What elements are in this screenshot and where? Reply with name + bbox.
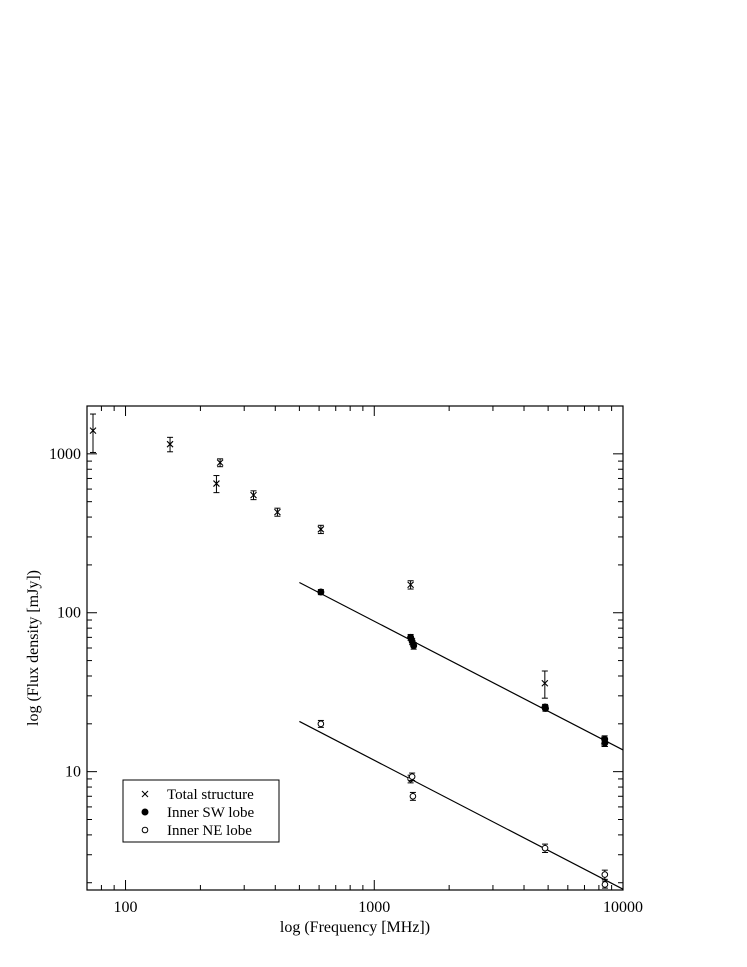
legend-marker-total-structure xyxy=(141,790,149,798)
total-structure-point xyxy=(89,427,97,435)
inner-sw-lobe-point xyxy=(410,642,418,650)
x-axis-label: log (Frequency [MHz]) xyxy=(280,919,430,936)
inner-ne-lobe-series xyxy=(317,719,609,889)
x-tick-label: 1000 xyxy=(358,899,390,916)
total-structure-point xyxy=(213,480,220,487)
y-tick-label: 1000 xyxy=(49,446,81,463)
inner-sw-lobe-point xyxy=(601,739,609,747)
x-tick-label: 100 xyxy=(114,899,138,916)
total-structure-point xyxy=(216,459,224,467)
inner-ne-lobe-point xyxy=(317,720,325,728)
y-tick-label: 100 xyxy=(57,605,81,622)
total-structure-point xyxy=(274,508,281,516)
legend-marker-inner-sw-lobe xyxy=(141,808,149,816)
fit-lines xyxy=(299,581,623,890)
legend-label-total-structure: Total structure xyxy=(167,787,254,803)
inner-sw-lobe-series xyxy=(317,588,609,747)
data-points xyxy=(89,413,609,889)
total-structure-series xyxy=(89,413,608,747)
axis-ticks xyxy=(86,405,624,890)
y-axis-label: log (Flux density [mJy]) xyxy=(25,570,42,726)
total-structure-point xyxy=(250,491,257,499)
x-tick-label: 10000 xyxy=(603,899,643,916)
total-structure-point xyxy=(317,525,325,533)
fit-line xyxy=(299,720,623,890)
inner-sw-lobe-point xyxy=(317,588,325,596)
inner-sw-lobe-point xyxy=(541,704,549,712)
inner-ne-lobe-point xyxy=(409,792,417,800)
inner-ne-lobe-point xyxy=(601,881,609,888)
total-structure-point xyxy=(541,679,549,687)
legend-label-inner-sw-lobe: Inner SW lobe xyxy=(167,805,255,821)
tick-labels: 100 1000 10000 10 100 1000 xyxy=(49,446,643,916)
inner-ne-lobe-point xyxy=(541,844,549,852)
legend: Total structure Inner SW lobe Inner NE lob… xyxy=(122,779,280,843)
fit-line xyxy=(299,581,623,751)
inner-ne-lobe-point xyxy=(408,773,416,780)
total-structure-point xyxy=(407,581,415,589)
legend-box xyxy=(122,779,280,843)
total-structure-point xyxy=(166,440,174,448)
legend-label-inner-ne-lobe: Inner NE lobe xyxy=(167,823,252,839)
legend-marker-inner-ne-lobe xyxy=(141,826,149,834)
inner-ne-lobe-point xyxy=(601,871,609,878)
y-tick-label: 10 xyxy=(65,764,81,781)
